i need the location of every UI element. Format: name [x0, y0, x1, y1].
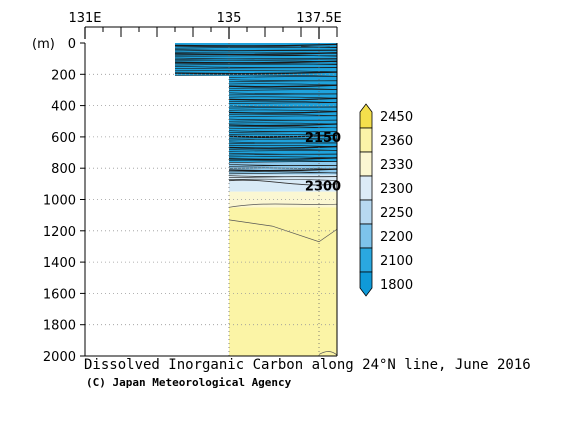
colorbar-segment [359, 151, 373, 177]
contour-line [228, 142, 338, 145]
contour-line [228, 119, 338, 122]
contour-line [228, 138, 338, 141]
y-tick-label: 1200 [43, 225, 76, 240]
contour-line [228, 145, 338, 149]
contour-line [228, 93, 338, 96]
contour-line [228, 109, 338, 112]
contour-line [174, 60, 338, 64]
colorbar-label: 1800 [380, 278, 413, 293]
colorbar-label: 2450 [380, 110, 413, 125]
contour-line [228, 168, 338, 172]
contour-line [228, 80, 338, 83]
y-tick-label: 0 [68, 37, 76, 52]
contour-line [228, 96, 338, 99]
y-tick-label: 400 [51, 100, 76, 115]
contour-line [174, 74, 338, 77]
contour-line [174, 49, 338, 51]
contour-line [228, 76, 338, 78]
colorbar-label: 2250 [380, 206, 413, 221]
y-tick-label: 1800 [43, 319, 76, 334]
contour-line [318, 351, 338, 356]
contour-line [228, 161, 338, 163]
x-axis: 131E 135 137.5E [68, 11, 342, 39]
contour-line [228, 106, 338, 109]
x-tick-label: 135 [217, 11, 242, 26]
contour-line [174, 49, 338, 52]
contour-line [228, 123, 338, 127]
contour-line [174, 67, 338, 69]
contour-line [228, 102, 338, 105]
contour-line [228, 179, 338, 186]
contour-line [228, 110, 338, 114]
contour-line [174, 57, 338, 60]
contour-line [228, 172, 338, 175]
y-tick-label: 2000 [43, 350, 76, 365]
y-unit-label: (m) [32, 37, 55, 52]
contour-line [228, 127, 338, 130]
contour-line [228, 133, 338, 136]
chart-title: Dissolved Inorganic Carbon along 24°N li… [84, 357, 531, 373]
y-tick-label: 600 [51, 131, 76, 146]
colorbar-segment [359, 223, 373, 249]
contour-line [228, 97, 338, 101]
y-tick-label: 800 [51, 162, 76, 177]
contour-line [174, 70, 338, 73]
colorbar-label: 2330 [380, 158, 413, 173]
colorbar-segment [359, 175, 373, 201]
contour-line [228, 149, 338, 152]
colorbar-segment [359, 271, 373, 297]
y-tick-label: 1600 [43, 287, 76, 302]
contour-line [228, 176, 338, 178]
contour-line [228, 84, 338, 88]
colorbar-segment [359, 199, 373, 225]
x-tick-label: 131E [68, 11, 101, 26]
contour-line [228, 114, 338, 116]
fill-band [229, 191, 337, 208]
contour-line [174, 52, 338, 56]
colorbar-label: 2200 [380, 230, 413, 245]
contour-line [228, 178, 338, 181]
contour-line [228, 219, 338, 243]
colorbar: 2450 2360 2330 2300 2250 2200 2100 1800 [359, 103, 413, 297]
copyright-credit: (C) Japan Meteorological Agency [86, 376, 292, 389]
contour-label: 2300 [305, 179, 341, 194]
contour-line [174, 58, 338, 60]
contour-line [228, 203, 338, 208]
contour-line [228, 165, 338, 167]
contour-line [228, 131, 338, 133]
contour-line [228, 156, 338, 159]
y-tick-label: 1000 [43, 194, 76, 209]
contour-line [174, 55, 338, 57]
y-tick-label: 1400 [43, 256, 76, 271]
x-tick-label: 137.5E [296, 11, 341, 26]
contour-label: 2150 [305, 131, 341, 146]
contour-line [228, 153, 338, 156]
contour-line [228, 87, 338, 90]
contour-line [228, 122, 338, 125]
contour-line [174, 63, 338, 66]
y-axis: 0 200 400 600 800 1000 1200 1400 1600 1800 2000 (m) [32, 37, 85, 365]
colorbar-segment [359, 103, 373, 129]
contour-line [228, 89, 338, 91]
contour-line [228, 83, 338, 86]
contour-line [228, 115, 338, 118]
contour-line [228, 167, 338, 170]
contour-line [228, 100, 338, 103]
contour-line [228, 157, 338, 161]
contour-lines [174, 43, 338, 356]
colorbar-segment [359, 127, 373, 153]
contour-line [300, 45, 330, 48]
contour-line [228, 145, 338, 147]
colorbar-label: 2100 [380, 254, 413, 269]
contour-label-group: 2150 2300 [305, 131, 341, 195]
colorbar-label: 2300 [380, 182, 413, 197]
contour-line [228, 134, 338, 138]
y-tick-label: 200 [51, 68, 76, 83]
contour-line [174, 71, 338, 75]
contour-line [174, 43, 338, 47]
colorbar-segment [359, 247, 373, 273]
colorbar-label: 2360 [380, 134, 413, 149]
